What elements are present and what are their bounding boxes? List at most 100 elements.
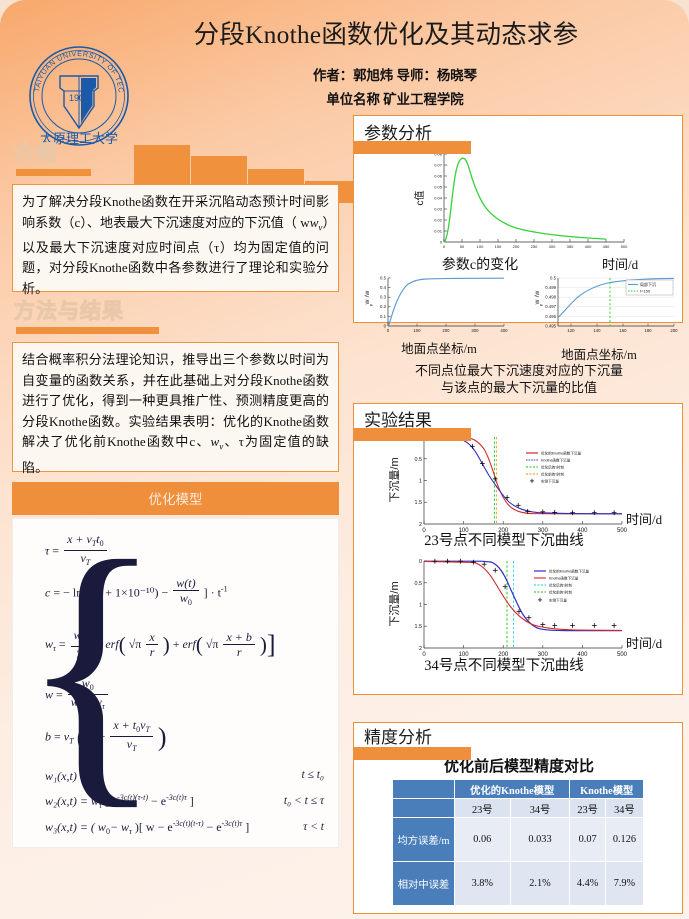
f3-num-sub: 0 [81,635,86,644]
svg-text:0: 0 [384,323,387,328]
f7-body: [ e [104,794,118,808]
f5-num-v-sub: T [145,725,150,734]
f4-den-minus: − w [82,695,102,709]
f3-num: w [73,628,82,642]
chart-34-measured-points [432,558,617,628]
f8-sub0: 0 [105,827,110,836]
svg-text:200: 200 [498,652,509,658]
f1-num-sub: T [91,539,97,548]
param-analysis-heading: 参数分析 [364,124,432,143]
svg-text:100: 100 [477,244,484,249]
accuracy-analysis-panel: 精度分析 优化前后模型精度对比 优化的Knothe模型 Knothe模型 23号… [353,722,683,914]
formula-tau: τ = x + vTt0 vT [45,533,332,571]
cell-rel-23-opt: 3.8% [454,861,511,906]
svg-text:400: 400 [500,328,508,333]
svg-text:0.5: 0.5 [380,276,387,281]
svg-text:160: 160 [619,328,627,333]
svg-text:0: 0 [443,244,446,249]
svg-text:0.03: 0.03 [434,207,443,212]
cell-rel-23-orig: 4.4% [569,861,606,906]
chart-34-xlabel: 时间/d [626,636,663,651]
svg-text:300: 300 [471,328,479,333]
f3-a2n: x + b [223,631,255,645]
f2-tail: ] · t [203,585,221,600]
f4-num: w [81,676,90,690]
svg-text:500: 500 [617,528,628,534]
svg-text:0.3: 0.3 [380,295,387,300]
cell-rmse-23-opt: 0.06 [454,817,511,862]
f3-sqrt-2: √π [205,636,219,651]
svg-text:0.08: 0.08 [434,152,443,157]
svg-text:400: 400 [577,528,588,534]
intro-text-a: 为了解决分段Knothe函数在开采沉陷动态预计时间影响系数（c）、地表最大下沉速… [22,194,329,230]
svg-text:120: 120 [567,328,575,333]
svg-text:实测下沉量: 实测下沉量 [549,598,567,603]
table-row: 相对中误差 3.8% 2.1% 4.4% 7.9% [392,861,645,906]
f8-subt: τ [129,827,132,836]
formula-b: b = vT ( t0 − x + t0vT vT ) [45,718,167,754]
f3-erf1: erf [105,636,119,651]
method-textbox: 结合概率积分法理论知识，推导出三个参数以时间为自变量的函数关系，并在此基础上对分… [12,342,339,475]
chart-ratio-right-legend: 局部下沉 t=150 [625,279,674,296]
f3-a1n: x [146,631,158,645]
f5-minus: − [98,729,106,744]
svg-text:450: 450 [603,244,610,249]
exp-heading-bar [353,428,471,441]
svg-text:300: 300 [538,528,549,534]
f2-tail-sup: -1 [220,584,228,594]
svg-text:t=150: t=150 [640,288,651,293]
table-corner-cell-2 [392,798,455,818]
svg-text:400: 400 [585,244,592,249]
f5-t0-sub: 0 [91,736,96,746]
f5-den: v [126,737,133,751]
f1-num-t: t [96,532,100,546]
f7-lhs-sub: τ [98,801,102,810]
optimization-model-banner: 优化模型 [12,482,339,515]
method-heading-text: 方法与结果 [14,299,124,324]
method-wv-symbol: w [210,434,220,450]
intro-text-b: ）以及最大下沉速度对应时间点（τ）均为固定值的问题，对分段Knothe函数中各参… [22,214,329,296]
formula-w3: w₃(x,t) = ( w0− wτ )[ w − e-3c(t)(t-τ) −… [45,819,332,839]
section-heading-method: 方法与结果 [14,298,345,340]
f5-lhs: b [45,729,51,744]
f2-frac-num: w(t) [176,576,196,590]
f3-a1d: r [149,645,155,659]
svg-text:0.2: 0.2 [380,304,387,309]
svg-text:100: 100 [459,528,470,534]
svg-text:0.05: 0.05 [434,185,443,190]
svg-text:p: p [368,303,373,306]
chart-23-measured-points [432,434,617,516]
f6-condition: t ≤ t₀ [301,769,324,781]
right-column: 参数分析 0.08 0.07 0.06 0.05 0.04 0.03 0. [345,115,689,919]
svg-text:0.497: 0.497 [545,304,556,309]
f3-a2d: r [236,645,242,659]
col-header-23-opt: 23号 [454,798,511,818]
chart-23-xlabel: 时间/d [626,512,663,527]
department-line: 单位名称 矿业工程学院 [326,92,464,107]
f8-e2: -3c(t)τ [221,819,243,828]
table-title: 优化前后模型精度对比 [443,759,594,775]
svg-text:400: 400 [577,652,588,658]
f8-mid: )[ w − e [134,820,173,834]
system-brace: { [20,500,164,832]
group-header-original: Knothe模型 [569,779,644,799]
svg-text:/w: /w [534,290,541,297]
svg-text:1.5: 1.5 [415,500,423,506]
svg-text:250: 250 [531,244,538,249]
f8-minus2: − e [206,820,222,834]
svg-text:0: 0 [440,240,443,245]
svg-text:0.4: 0.4 [380,285,387,290]
svg-text:0.06: 0.06 [434,174,443,179]
chart-34-caption: 34号点不同模型下沉曲线 [424,658,584,674]
f5-num: x + t [113,718,137,732]
svg-text:0.496: 0.496 [545,314,556,319]
intro-wv-symbol: w [309,214,319,230]
f8-minus: − w [109,820,130,834]
svg-text:优化前的τ时刻: 优化前的τ时刻 [541,472,564,477]
chart-ratio-left-xlabel: 地面点坐标/m [401,342,477,356]
method-text-a: 结合概率积分法理论知识，推导出三个参数以时间为自变量的函数关系，并在此基础上对分… [22,352,329,450]
chart-34-legend: 优化的Knothe函数下沉量 Knothe函数下沉量 优化后的τ时刻 优化前的τ… [534,569,590,603]
chart-point-34: 0 0.5 1 1.5 2 0 100 200 300 400 500 下沉量/m [388,558,628,658]
svg-text:1902: 1902 [69,93,89,103]
